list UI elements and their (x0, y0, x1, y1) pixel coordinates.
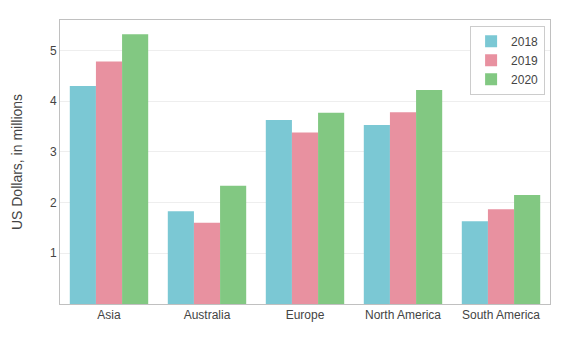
svg-text:1: 1 (50, 246, 57, 260)
svg-text:South America: South America (462, 308, 540, 322)
svg-text:Australia: Australia (184, 308, 231, 322)
svg-text:North America: North America (365, 308, 441, 322)
svg-text:2020: 2020 (511, 73, 538, 87)
svg-text:Asia: Asia (97, 308, 121, 322)
svg-text:2019: 2019 (511, 54, 538, 68)
svg-text:Europe: Europe (286, 308, 325, 322)
svg-text:4: 4 (50, 94, 57, 108)
svg-text:US Dollars, in millions: US Dollars, in millions (9, 94, 25, 230)
svg-text:2018: 2018 (511, 35, 538, 49)
svg-text:3: 3 (50, 145, 57, 159)
svg-text:5: 5 (50, 44, 57, 58)
svg-text:2: 2 (50, 196, 57, 210)
